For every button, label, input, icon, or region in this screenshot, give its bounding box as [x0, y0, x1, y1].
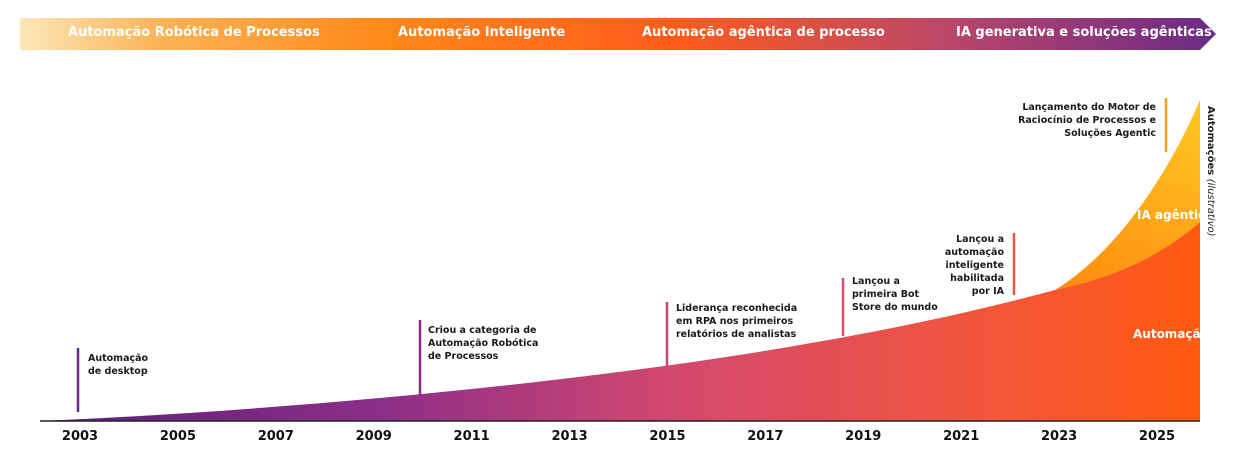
milestone-desktop-automation: Automação de desktop — [88, 353, 149, 377]
x-tick-2007: 2007 — [258, 429, 294, 444]
milestone-analyst-leadership: Liderança reconhecida em RPA nos primeir… — [676, 303, 798, 340]
x-tick-2011: 2011 — [454, 429, 490, 444]
y-axis-label-main: Automações — [1205, 106, 1216, 176]
automation-area — [40, 222, 1200, 421]
series-label-automation: Automação — [1133, 327, 1209, 341]
milestone-intelligent-automation: Lançou a automação inteligente habilitad… — [944, 234, 1004, 297]
x-tick-2015: 2015 — [649, 429, 685, 444]
milestone-bot-store: Lançou a primeira Bot Store do mundo — [852, 276, 938, 313]
milestone-process-reasoning-engine: Lançamento do Motor de Raciocínio de Pro… — [1018, 102, 1156, 139]
x-tick-2005: 2005 — [160, 429, 196, 444]
agentic-area — [1055, 100, 1200, 290]
phase-label-genai: IA generativa e soluções agênticas — [956, 25, 1212, 40]
phase-label-agentic-process: Automação agêntica de processo — [642, 25, 885, 40]
x-tick-2023: 2023 — [1041, 429, 1077, 444]
milestone-rpa-category: Criou a categoria de Automação Robótica … — [428, 325, 539, 362]
phase-banner — [20, 18, 1216, 50]
x-tick-2021: 2021 — [943, 429, 979, 444]
phase-label-rpa: Automação Robótica de Processos — [68, 25, 320, 40]
x-tick-2003: 2003 — [62, 429, 98, 444]
x-tick-2025: 2025 — [1139, 429, 1175, 444]
series-label-agentic: IA agêntica — [1137, 208, 1214, 222]
x-tick-2019: 2019 — [845, 429, 881, 444]
phase-label-intelligent: Automação Inteligente — [398, 25, 566, 40]
x-tick-2009: 2009 — [356, 429, 392, 444]
x-tick-2017: 2017 — [747, 429, 783, 444]
y-axis-label: Automações (ilustrativo) — [1205, 106, 1216, 237]
x-tick-2013: 2013 — [551, 429, 587, 444]
y-axis-label-note: (ilustrativo) — [1205, 178, 1216, 237]
